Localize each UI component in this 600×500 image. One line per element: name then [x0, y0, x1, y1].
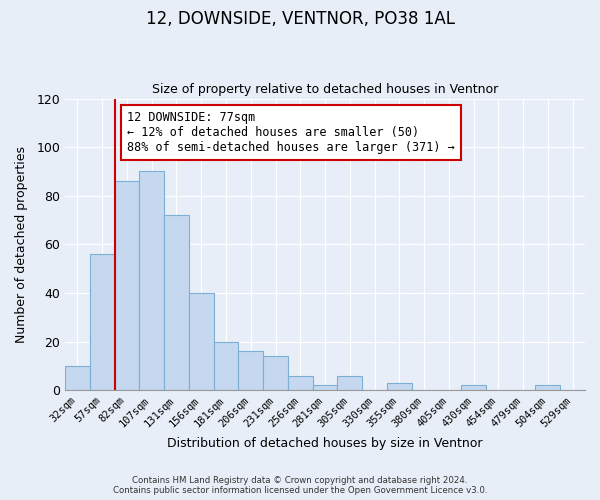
Text: Contains HM Land Registry data © Crown copyright and database right 2024.
Contai: Contains HM Land Registry data © Crown c…: [113, 476, 487, 495]
Bar: [214, 342, 238, 390]
Bar: [139, 172, 164, 390]
Bar: [263, 356, 288, 390]
Bar: [461, 386, 486, 390]
Bar: [313, 386, 337, 390]
Bar: [535, 386, 560, 390]
Bar: [90, 254, 115, 390]
Bar: [288, 376, 313, 390]
X-axis label: Distribution of detached houses by size in Ventnor: Distribution of detached houses by size …: [167, 437, 483, 450]
Text: 12, DOWNSIDE, VENTNOR, PO38 1AL: 12, DOWNSIDE, VENTNOR, PO38 1AL: [146, 10, 455, 28]
Bar: [387, 383, 412, 390]
Bar: [115, 181, 139, 390]
Bar: [164, 215, 189, 390]
Text: 12 DOWNSIDE: 77sqm
← 12% of detached houses are smaller (50)
88% of semi-detache: 12 DOWNSIDE: 77sqm ← 12% of detached hou…: [127, 110, 455, 154]
Title: Size of property relative to detached houses in Ventnor: Size of property relative to detached ho…: [152, 83, 498, 96]
Bar: [238, 352, 263, 390]
Bar: [189, 293, 214, 390]
Bar: [65, 366, 90, 390]
Y-axis label: Number of detached properties: Number of detached properties: [15, 146, 28, 343]
Bar: [337, 376, 362, 390]
